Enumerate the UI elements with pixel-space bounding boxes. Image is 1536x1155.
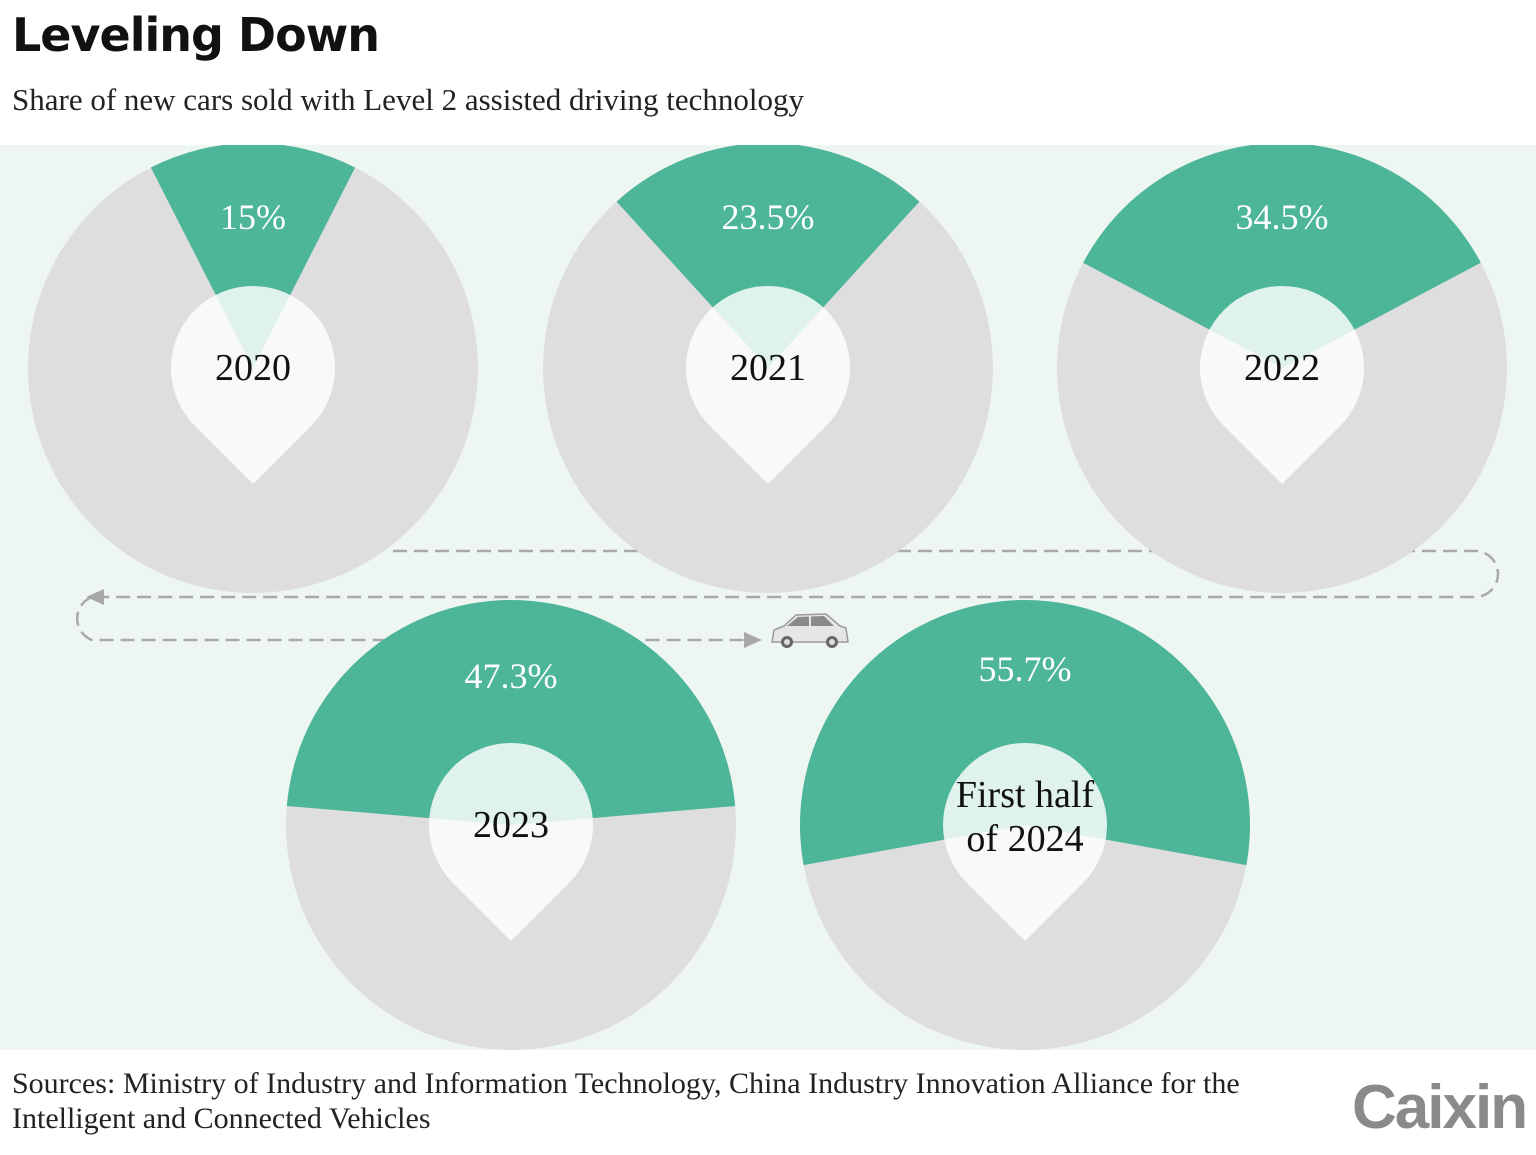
car-icon — [771, 613, 849, 648]
pie-0: 15% 2020 — [28, 145, 478, 593]
pin-marker — [428, 742, 594, 941]
pie-2: 34.5% 2022 — [1057, 145, 1507, 593]
pie-chart-area: 15% 2020 23.5% 2021 34.5% 2022 47.3% 2023 55.7% F… — [0, 145, 1536, 1050]
caixin-logo: Caixin — [1352, 1073, 1528, 1142]
value-label: 47.3% — [465, 656, 558, 696]
category-label: 2021 — [730, 347, 806, 389]
pin-marker — [942, 742, 1108, 941]
category-label: of 2024 — [966, 818, 1083, 860]
value-label: 15% — [220, 197, 286, 237]
source-note: Sources: Ministry of Industry and Inform… — [12, 1067, 1240, 1135]
pie-1: 23.5% 2021 — [543, 145, 993, 593]
pie-share-slice — [150, 145, 356, 368]
pin-marker — [170, 285, 336, 484]
arrow-icon — [744, 632, 762, 648]
value-label: 23.5% — [722, 197, 815, 237]
value-label: 55.7% — [979, 649, 1072, 689]
category-label: First half — [956, 774, 1095, 816]
chart-title: Leveling Down — [12, 8, 380, 62]
pie-3: 47.3% 2023 — [286, 599, 736, 1050]
category-label: 2020 — [215, 347, 291, 389]
chart-subtitle: Share of new cars sold with Level 2 assi… — [12, 82, 805, 117]
category-label: 2023 — [473, 804, 549, 846]
pie-share-slice — [1083, 145, 1481, 368]
arrow-icon — [86, 589, 104, 605]
pin-marker — [1199, 285, 1365, 484]
pin-marker — [685, 285, 851, 484]
pie-share-slice — [800, 600, 1250, 866]
pie-share-slice — [286, 599, 736, 825]
pie-share-slice — [616, 145, 920, 368]
category-label: 2022 — [1244, 347, 1320, 389]
value-label: 34.5% — [1236, 197, 1329, 237]
dashed-route — [75, 549, 1500, 642]
